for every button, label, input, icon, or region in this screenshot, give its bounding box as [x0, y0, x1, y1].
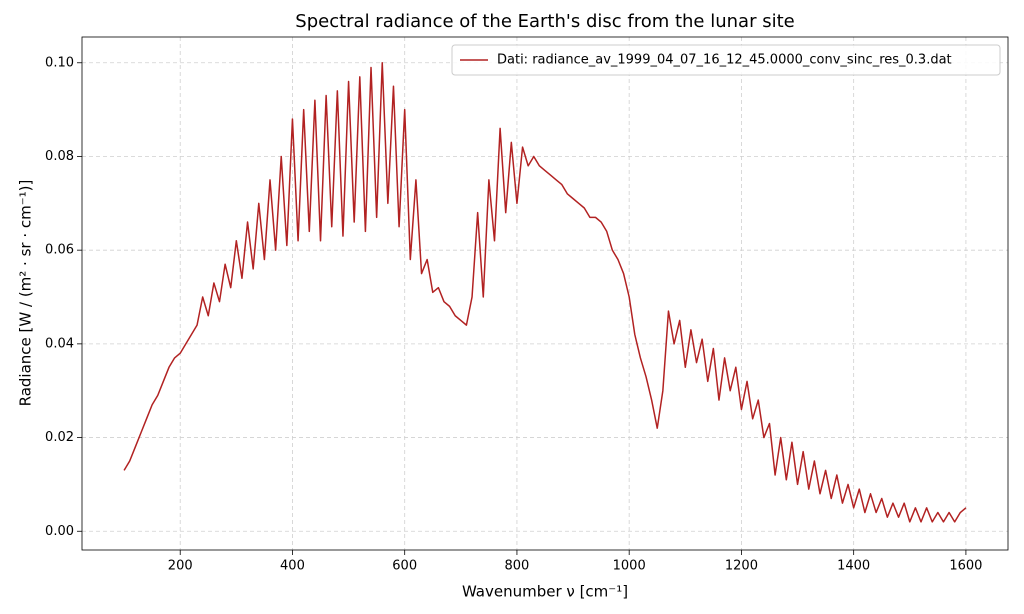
- y-tick-label: 0.10: [45, 55, 74, 70]
- y-tick-label: 0.04: [45, 336, 74, 351]
- data-line: [123, 62, 967, 523]
- x-tick-label: 400: [280, 559, 305, 574]
- y-tick-label: 0.08: [45, 149, 74, 164]
- x-axis-label: Wavenumber ν [cm⁻¹]: [462, 583, 628, 601]
- y-tick-label: 0.02: [45, 430, 74, 445]
- x-tick-label: 200: [168, 559, 193, 574]
- chart-title: Spectral radiance of the Earth's disc fr…: [295, 11, 794, 32]
- legend-label: Dati: radiance_av_1999_04_07_16_12_45.00…: [497, 53, 952, 68]
- x-tick-label: 600: [392, 559, 417, 574]
- plot-frame: [81, 36, 1009, 551]
- y-tick-label: 0.06: [45, 243, 74, 258]
- x-tick-label: 1600: [949, 559, 982, 574]
- x-tick-label: 800: [505, 559, 530, 574]
- y-tick-label: 0.00: [45, 524, 74, 539]
- x-tick-label: 1200: [725, 559, 758, 574]
- x-tick-label: 1400: [837, 559, 870, 574]
- legend-box: [451, 44, 1001, 76]
- x-tick-label: 1000: [613, 559, 646, 574]
- y-axis-label: Radiance [W / (m² · sr · cm⁻¹)]: [17, 180, 35, 407]
